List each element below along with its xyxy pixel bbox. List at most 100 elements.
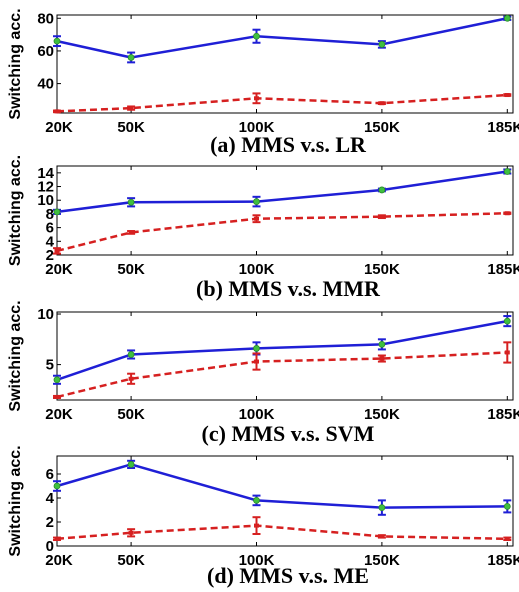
x-tick-label: 50K (117, 261, 145, 278)
plot-frame (56, 311, 514, 401)
y-axis-label: Switching acc. (7, 300, 24, 411)
x-tick-label: 20K (45, 119, 73, 136)
x-tick-label: 150K (364, 552, 400, 569)
y-tick-label: 12 (37, 179, 54, 196)
x-tick-label: 50K (117, 406, 145, 423)
data-point (254, 359, 259, 364)
data-point (53, 482, 61, 490)
data-point (54, 536, 60, 541)
data-point (504, 350, 510, 355)
y-axis-label: Switching acc. (7, 155, 24, 266)
x-tick-label: 100K (239, 406, 275, 423)
chart-panel-4: 0 2 4 6 20K 50K 100K 150K 185K Switching acc. (d) … (7, 445, 519, 588)
x-tick-label: 20K (45, 406, 73, 423)
data-point (53, 376, 61, 384)
x-tick-label: 150K (364, 261, 400, 278)
y-tick-label: 40 (37, 76, 54, 93)
data-point (54, 248, 60, 253)
panel-caption: (d) MMS v.s. ME (207, 563, 369, 588)
data-point (254, 96, 259, 101)
x-tick-label: 185K (487, 406, 519, 423)
data-point (127, 351, 135, 358)
y-tick-label: 4 (46, 490, 55, 507)
y-tick-label: 2 (46, 247, 54, 264)
data-point (378, 340, 386, 348)
data-point (53, 208, 61, 216)
x-tick-label: 150K (364, 119, 400, 136)
y-tick-label: 60 (37, 43, 54, 60)
data-point (504, 211, 510, 216)
y-tick-label: 10 (37, 192, 54, 209)
y-tick-label: 0 (46, 538, 54, 555)
data-point (504, 536, 510, 541)
chart-panel-1: 40 60 80 20K 50K 100K 150K 185K Switching acc. (a… (7, 8, 519, 157)
data-point (379, 356, 385, 361)
y-tick-label: 4 (46, 233, 55, 250)
data-point (503, 14, 511, 22)
plot-frame (56, 14, 514, 114)
data-point (128, 230, 134, 235)
series-line-2 (56, 93, 508, 113)
y-tick-label: 14 (37, 165, 54, 182)
plot-frame (56, 455, 514, 547)
x-tick-label: 185K (487, 261, 519, 278)
x-tick-label: 100K (239, 119, 275, 136)
x-tick-label: 150K (364, 406, 400, 423)
data-point (127, 198, 135, 206)
data-point (128, 106, 134, 111)
data-point (378, 41, 386, 48)
x-tick-label: 185K (487, 119, 519, 136)
data-point (504, 93, 510, 98)
data-point (127, 54, 135, 61)
y-axis-label: Switching acc. (7, 445, 24, 556)
series-line-2 (56, 351, 508, 399)
y-tick-label: 8 (46, 206, 54, 223)
data-point (254, 216, 259, 221)
data-point (379, 534, 385, 539)
data-point (253, 345, 260, 352)
data-point (128, 376, 134, 381)
plot-frame (56, 165, 514, 256)
data-point (128, 530, 134, 535)
data-point (253, 198, 260, 206)
y-tick-label: 5 (46, 357, 54, 374)
data-point (54, 394, 60, 399)
data-point (503, 502, 511, 510)
panel-caption: (c) MMS v.s. SVM (202, 421, 375, 446)
data-point (378, 504, 386, 512)
chart-panel-3: 5 10 20K 50K 100K 150K 185K Switching acc. (c) M… (7, 300, 519, 446)
x-tick-label: 185K (487, 552, 519, 569)
y-tick-label: 80 (37, 10, 54, 27)
data-point (254, 523, 259, 528)
y-axis-label: Switching acc. (7, 8, 24, 119)
y-tick-label: 6 (46, 466, 54, 483)
series-line-1 (56, 319, 508, 381)
data-point (379, 214, 385, 219)
series-line-2 (56, 524, 508, 541)
data-point (253, 496, 260, 504)
data-point (53, 37, 61, 45)
series-line-1 (56, 17, 508, 59)
data-point (503, 168, 511, 175)
data-point (54, 109, 60, 114)
data-point (379, 101, 385, 106)
data-point (503, 317, 511, 325)
y-tick-label: 10 (37, 306, 54, 323)
y-tick-label: 2 (46, 514, 54, 531)
x-tick-label: 20K (45, 552, 73, 569)
x-tick-label: 100K (239, 552, 275, 569)
y-tick-label: 6 (46, 220, 54, 237)
panel-caption: (b) MMS v.s. MMR (196, 276, 381, 301)
data-point (253, 32, 260, 40)
x-tick-label: 50K (117, 552, 145, 569)
data-point (127, 460, 135, 468)
series-line-1 (56, 463, 508, 509)
panel-caption: (a) MMS v.s. LR (210, 132, 367, 157)
x-tick-label: 100K (239, 261, 275, 278)
series-line-1 (56, 170, 508, 214)
data-point (378, 186, 386, 194)
x-tick-label: 20K (45, 261, 73, 278)
series-line-2 (56, 211, 508, 253)
